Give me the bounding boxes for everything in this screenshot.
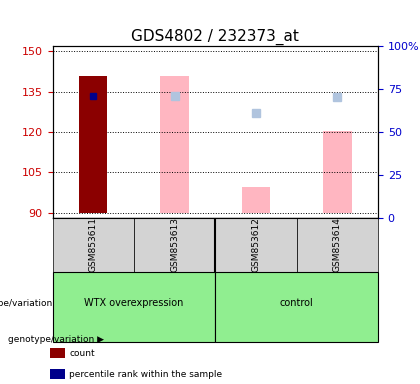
Text: genotype/variation: genotype/variation [0, 299, 52, 308]
Text: GSM853613: GSM853613 [170, 217, 179, 273]
Text: WTX overexpression: WTX overexpression [84, 298, 184, 308]
Text: genotype/variation ▶: genotype/variation ▶ [8, 335, 105, 344]
Title: GDS4802 / 232373_at: GDS4802 / 232373_at [131, 28, 299, 45]
Text: count: count [69, 349, 95, 358]
Text: percentile rank within the sample: percentile rank within the sample [69, 370, 223, 379]
FancyBboxPatch shape [215, 272, 378, 342]
Text: control: control [280, 298, 313, 308]
Text: GSM853614: GSM853614 [333, 218, 342, 272]
Text: GSM853611: GSM853611 [89, 217, 98, 273]
Bar [79, 76, 108, 213]
Bar [323, 131, 352, 213]
FancyBboxPatch shape [215, 218, 297, 272]
FancyBboxPatch shape [52, 218, 134, 272]
FancyBboxPatch shape [297, 218, 378, 272]
Text: GSM853612: GSM853612 [252, 218, 260, 272]
FancyBboxPatch shape [52, 272, 215, 342]
FancyBboxPatch shape [134, 218, 215, 272]
Bar [160, 76, 189, 213]
Bar [241, 187, 270, 213]
